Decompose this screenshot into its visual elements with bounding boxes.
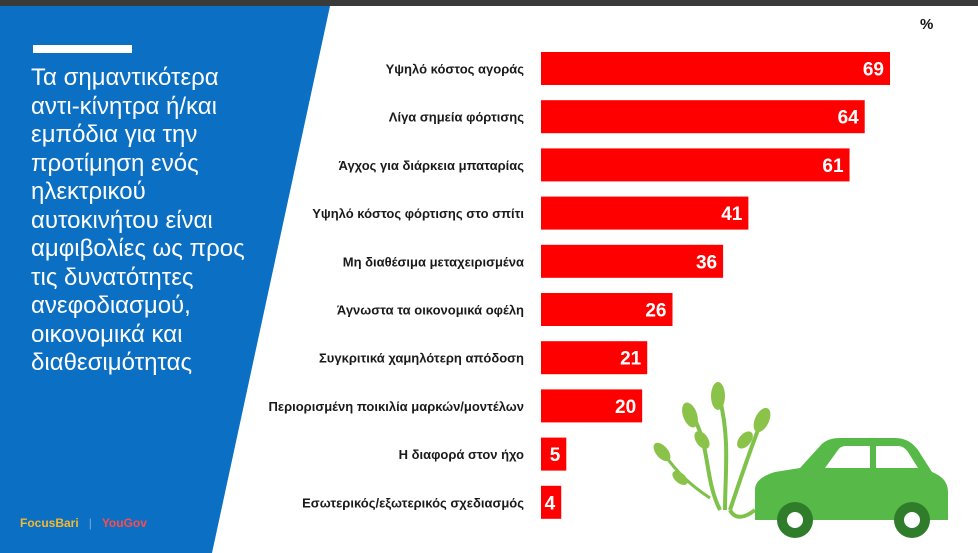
- bar-4: [541, 196, 749, 230]
- bar-5: [541, 244, 724, 278]
- data-label-2: 64: [838, 108, 860, 129]
- bar-7: [541, 341, 648, 375]
- data-label-9: 5: [550, 445, 561, 466]
- category-label-9: Η διαφορά στον ήχο: [399, 447, 524, 462]
- category-label-3: Άγχος για διάρκεια μπαταρίας: [339, 158, 525, 173]
- category-label-1: Υψηλό κόστος αγοράς: [386, 62, 525, 77]
- data-label-7: 21: [620, 349, 642, 370]
- data-label-3: 61: [822, 156, 844, 177]
- accent-line: [33, 45, 132, 53]
- category-label-6: Άγνωστα τα οικονομικά οφέλη: [337, 303, 524, 318]
- title-panel: [0, 6, 330, 553]
- focusbari-logo: FocusBari: [20, 516, 79, 530]
- bar-9: [541, 437, 567, 471]
- slide-headline: Τα σημαντικότερα αντι-κίνητρα ή/και εμπό…: [31, 64, 245, 376]
- bar-8: [541, 389, 643, 423]
- data-label-6: 26: [645, 301, 666, 322]
- category-label-4: Υψηλό κόστος φόρτισης στο σπίτι: [312, 206, 524, 221]
- bar-3: [541, 148, 850, 182]
- category-label-10: Εσωτερικός/εξωτερικός σχεδιασμός: [302, 495, 524, 510]
- bar-2: [541, 100, 865, 134]
- category-label-2: Λίγα σημεία φόρτισης: [389, 110, 524, 125]
- top-bar: [0, 0, 978, 6]
- data-label-5: 36: [696, 252, 717, 273]
- bar-6: [541, 293, 673, 326]
- data-label-1: 69: [863, 60, 884, 81]
- unit-label: %: [920, 16, 934, 33]
- data-label-10: 4: [545, 493, 556, 514]
- logo-separator: |: [88, 516, 92, 530]
- data-label-4: 41: [721, 204, 743, 225]
- category-label-5: Μη διαθέσιμα μεταχειρισμένα: [343, 254, 524, 269]
- electric-car-plant-icon: [653, 382, 948, 538]
- category-label-8: Περιορισμένη ποικιλία μαρκών/μοντέλων: [269, 399, 524, 414]
- logo-strip: FocusBari | YouGov: [20, 516, 147, 530]
- bar-1: [541, 52, 890, 85]
- category-label-7: Συγκριτικά χαμηλότερη απόδοση: [319, 351, 524, 366]
- yougov-logo: YouGov: [101, 516, 147, 530]
- data-label-8: 20: [615, 397, 636, 418]
- bar-10: [541, 485, 562, 519]
- panel-background: [0, 6, 330, 553]
